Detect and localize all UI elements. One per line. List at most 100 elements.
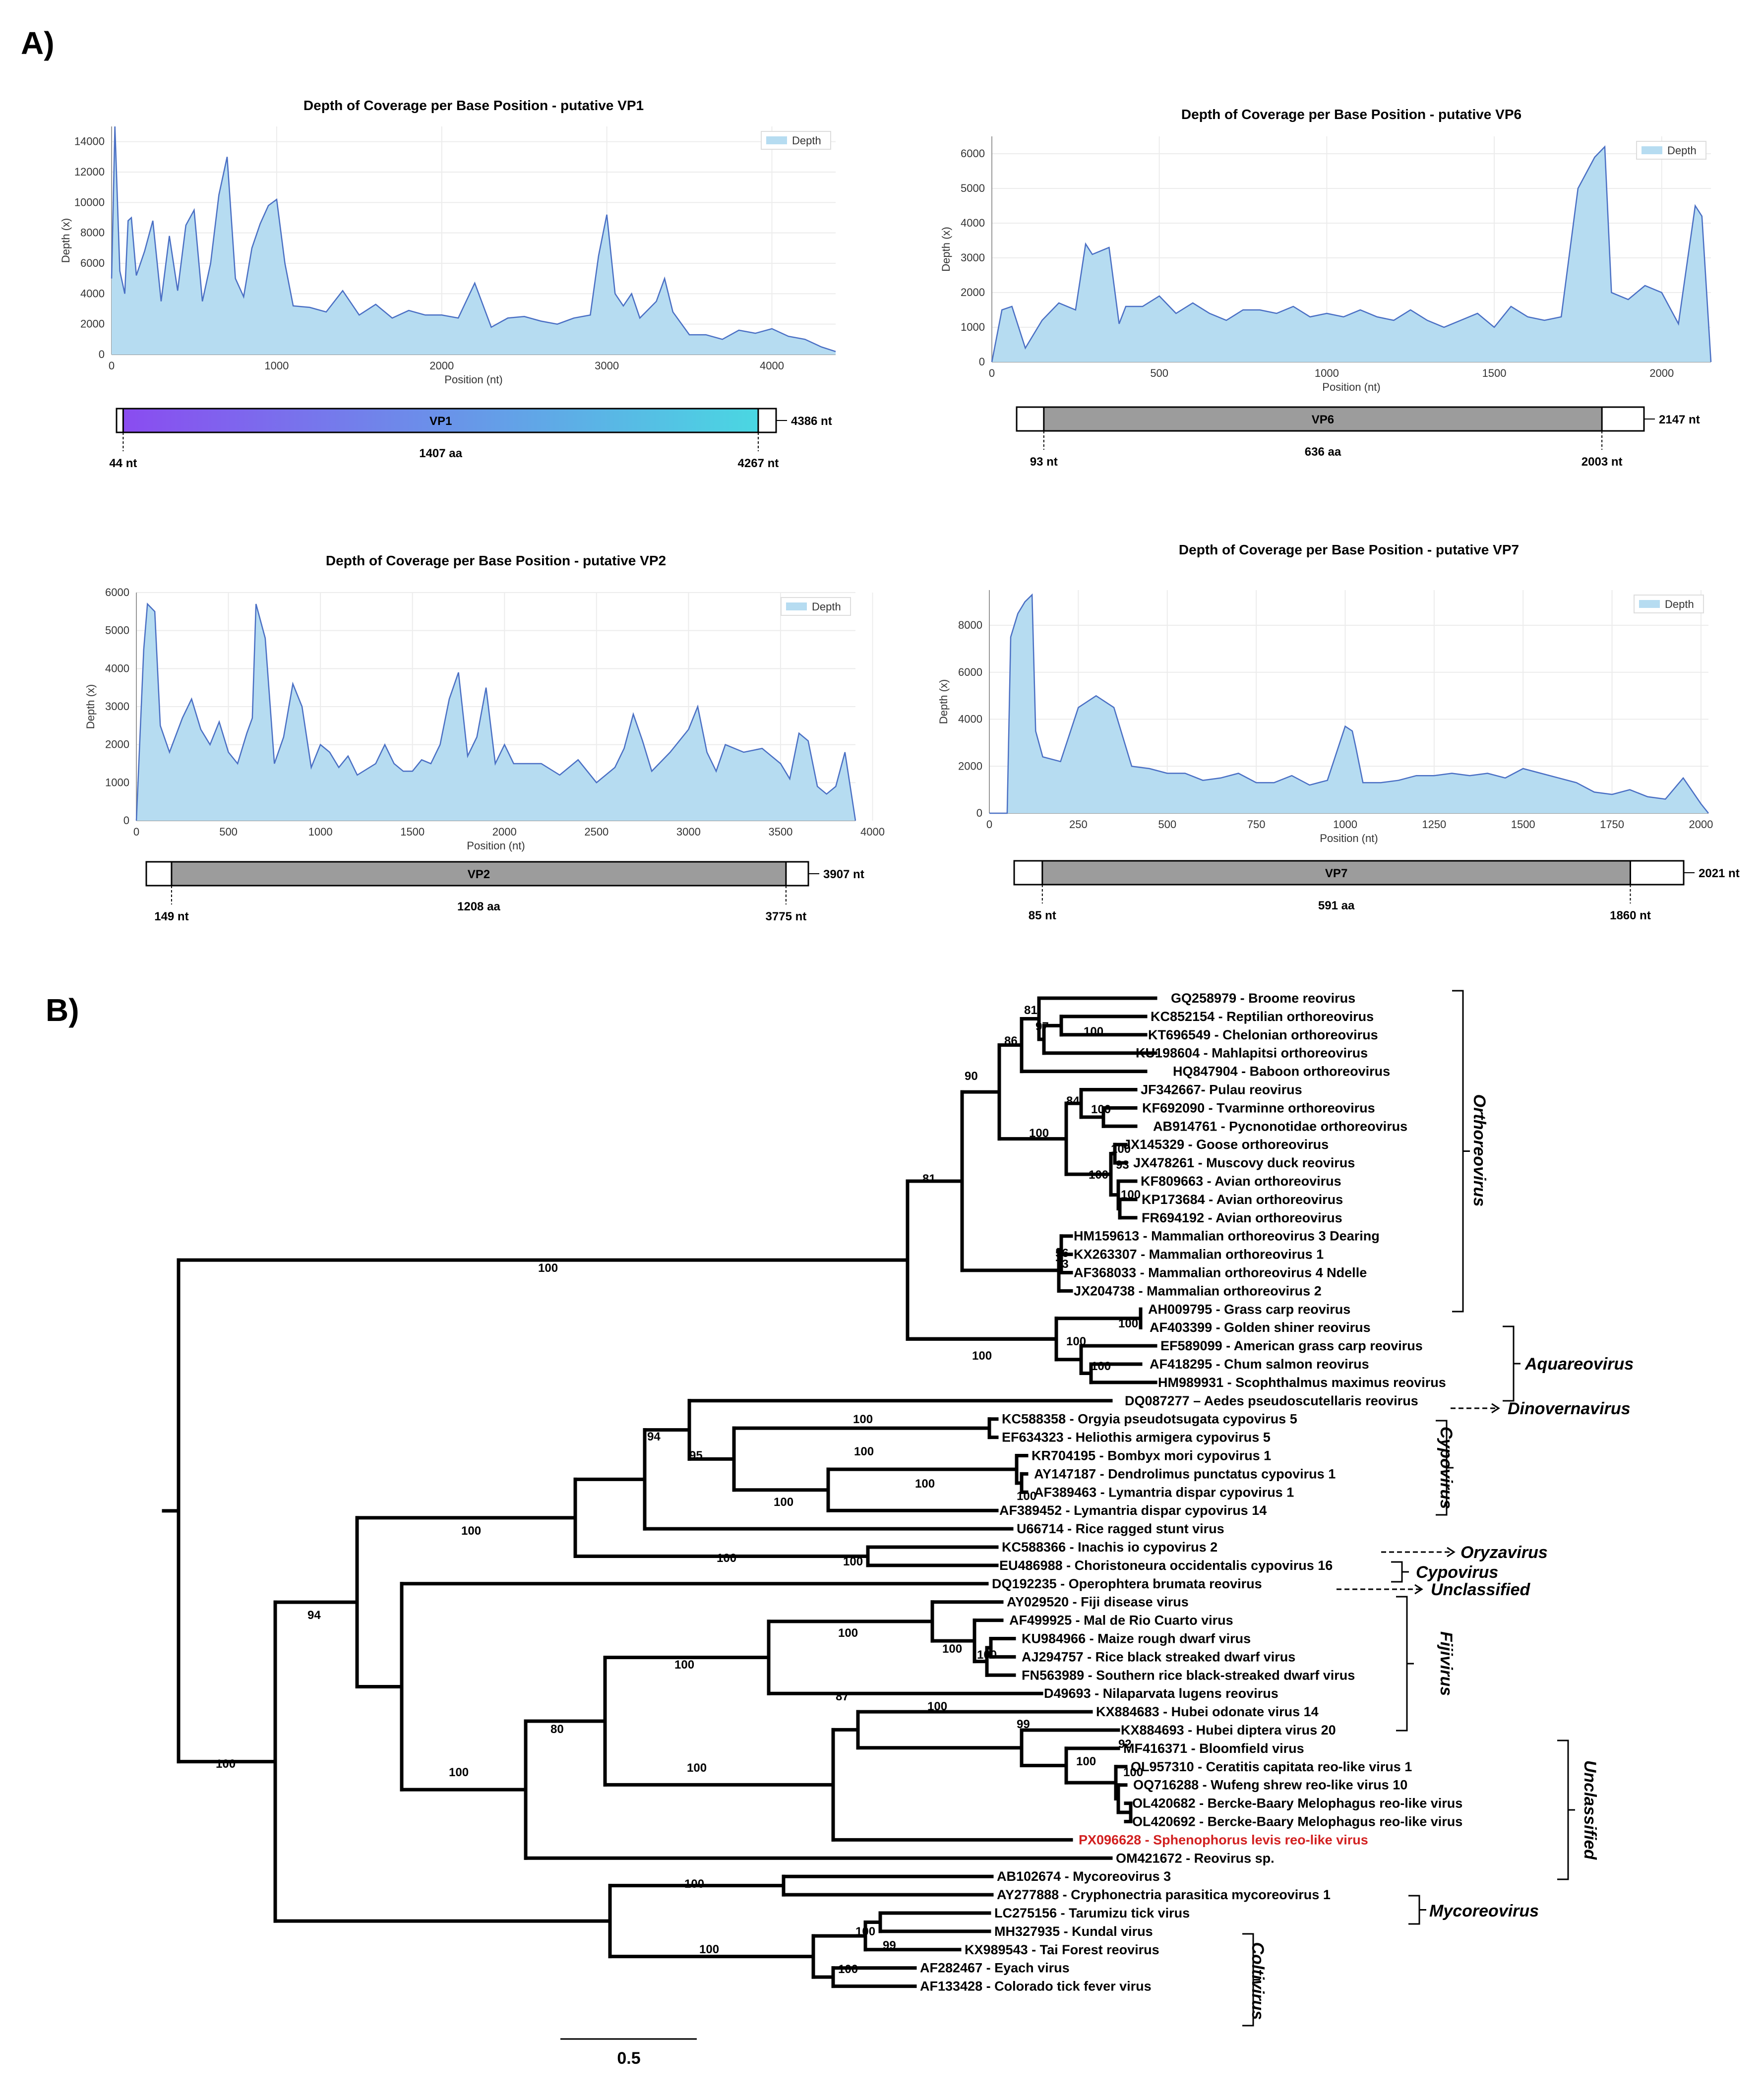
orf-start-label: 149 nt xyxy=(154,910,188,923)
taxon-label: FR694192 - Avian orthoreovirus xyxy=(1142,1210,1342,1225)
bootstrap-value: 100 xyxy=(1091,1360,1111,1373)
orf-name: VP7 xyxy=(1325,867,1347,880)
y-tick-label: 1000 xyxy=(961,321,985,333)
bootstrap-value: 100 xyxy=(684,1877,704,1891)
clade-arrowhead xyxy=(1414,1584,1423,1595)
bootstrap-value: 100 xyxy=(1118,1317,1138,1330)
y-tick-label: 2000 xyxy=(958,760,982,772)
x-tick-label: 500 xyxy=(1150,367,1168,379)
bootstrap-value: 80 xyxy=(550,1723,564,1736)
orf-name: VP2 xyxy=(468,868,490,881)
clade-label: Cypovirus xyxy=(1437,1427,1456,1509)
x-tick-label: 1250 xyxy=(1422,818,1446,831)
taxon-label: EF589099 - American grass carp reovirus xyxy=(1160,1338,1423,1353)
clade-arrowhead xyxy=(1491,1403,1500,1414)
depth-area xyxy=(992,147,1711,362)
coverage-charts: Depth of Coverage per Base Position - pu… xyxy=(60,98,1740,923)
taxon-label: AB914761 - Pycnonotidae orthoreovirus xyxy=(1153,1119,1407,1134)
x-tick-label: 750 xyxy=(1247,818,1266,831)
y-tick-label: 4000 xyxy=(961,217,985,229)
x-tick-label: 250 xyxy=(1069,818,1088,831)
x-axis-label: Position (nt) xyxy=(1320,832,1378,844)
bootstrap-value: 56 xyxy=(1055,1247,1069,1260)
legend-swatch xyxy=(1642,146,1662,154)
clade-bracket xyxy=(1557,1739,1575,1880)
taxon-label: LC275156 - Tarumizu tick virus xyxy=(994,1906,1190,1920)
bootstrap-value: 100 xyxy=(774,1496,793,1509)
y-tick-label: 2000 xyxy=(80,318,105,330)
bootstrap-value: 100 xyxy=(843,1555,863,1568)
orf-start-label: 93 nt xyxy=(1030,455,1058,469)
clade-annotations xyxy=(1242,990,1575,2027)
taxon-label: KC588358 - Orgyia pseudotsugata cypoviru… xyxy=(1002,1412,1297,1427)
orf-name: VP6 xyxy=(1312,413,1334,426)
taxon-label: PX096628 - Sphenophorus levis reo-like v… xyxy=(1079,1832,1368,1847)
taxon-label: KP173684 - Avian orthoreovirus xyxy=(1142,1192,1343,1207)
bootstrap-value: 93 xyxy=(1116,1158,1129,1172)
legend-label: Depth xyxy=(1665,598,1694,610)
legend-label: Depth xyxy=(1667,144,1697,157)
x-tick-label: 4000 xyxy=(860,826,885,838)
bootstrap-value: 100 xyxy=(1066,1335,1086,1348)
taxon-label: AF133428 - Colorado tick fever virus xyxy=(920,1979,1152,1994)
bootstrap-value: 94 xyxy=(647,1430,661,1443)
tree-branches xyxy=(162,996,1157,1988)
x-tick-label: 2000 xyxy=(492,826,517,838)
bootstrap-value: 100 xyxy=(717,1552,736,1565)
bootstrap-value: 100 xyxy=(538,1261,558,1275)
x-tick-label: 0 xyxy=(109,360,115,372)
bootstrap-value: 87 xyxy=(836,1690,849,1703)
segment-length-label: 2021 nt xyxy=(1699,867,1740,880)
taxon-label: KR704195 - Bombyx mori cypovirus 1 xyxy=(1032,1448,1271,1463)
bootstrap-value: 100 xyxy=(838,1963,858,1976)
x-tick-label: 3000 xyxy=(595,360,619,372)
taxon-label: AH009795 - Grass carp reovirus xyxy=(1148,1302,1350,1317)
bootstrap-value: 92 xyxy=(1118,1738,1132,1751)
taxon-label: OM421672 - Reovirus sp. xyxy=(1116,1851,1275,1865)
y-tick-label: 2000 xyxy=(105,738,129,751)
taxon-label: GQ258979 - Broome reovirus xyxy=(1171,991,1355,1006)
taxon-label: AF418295 - Chum salmon reovirus xyxy=(1150,1357,1369,1372)
orf-end-label: 3775 nt xyxy=(766,910,807,923)
taxon-label: D49693 - Nilaparvata lugens reovirus xyxy=(1044,1686,1278,1701)
orf-start-label: 85 nt xyxy=(1029,909,1056,922)
y-tick-label: 3000 xyxy=(105,700,129,713)
segment-length-label: 2147 nt xyxy=(1659,413,1700,426)
orf-end-label: 4267 nt xyxy=(738,457,779,470)
bootstrap-value: 100 xyxy=(942,1642,962,1656)
taxon-label: AF389452 - Lymantria dispar cypovirus 14 xyxy=(999,1503,1267,1518)
x-tick-label: 2000 xyxy=(1649,367,1674,379)
bootstrap-value: 95 xyxy=(689,1449,703,1462)
taxon-label: AF282467 - Eyach virus xyxy=(920,1961,1070,1976)
y-tick-label: 6000 xyxy=(961,147,985,160)
depth-area xyxy=(112,126,836,355)
y-tick-label: 10000 xyxy=(74,196,105,208)
y-tick-label: 6000 xyxy=(958,666,982,678)
clade-bracket xyxy=(1242,1933,1260,2027)
panel-label-a: A) xyxy=(21,25,55,61)
coverage-plot-vp1: Depth of Coverage per Base Position - pu… xyxy=(60,98,836,470)
y-tick-label: 2000 xyxy=(961,286,985,299)
orf-box xyxy=(171,861,787,887)
orf-end-label: 2003 nt xyxy=(1582,455,1623,469)
depth-area xyxy=(989,595,1708,813)
bootstrap-value: 99 xyxy=(883,1939,896,1952)
bootstrap-value: 100 xyxy=(687,1761,707,1775)
taxon-label: FN563989 - Southern rice black-streaked … xyxy=(1022,1668,1355,1682)
legend-label: Depth xyxy=(812,600,841,613)
legend-swatch xyxy=(1639,600,1660,608)
clade-bracket xyxy=(1452,990,1470,1313)
clade-bracket xyxy=(1503,1325,1521,1402)
taxon-label: JF342667- Pulau reovirus xyxy=(1141,1082,1302,1097)
clade-bracket xyxy=(1436,1420,1454,1516)
bootstrap-value: 100 xyxy=(1076,1755,1096,1768)
taxon-label: AF403399 - Golden shiner reovirus xyxy=(1150,1320,1371,1335)
taxon-label: DQ192235 - Operophtera brumata reovirus xyxy=(992,1576,1262,1591)
protein-length-label: 636 aa xyxy=(1305,445,1341,459)
segment-length-label: 3907 nt xyxy=(823,868,864,881)
bootstrap-value: 100 xyxy=(1089,1168,1108,1182)
y-tick-label: 12000 xyxy=(74,166,105,178)
bootstrap-value: 97 xyxy=(1035,1020,1049,1033)
taxon-label: OQ716288 - Wufeng shrew reo-like virus 1… xyxy=(1133,1778,1407,1793)
x-tick-label: 500 xyxy=(1158,818,1176,831)
